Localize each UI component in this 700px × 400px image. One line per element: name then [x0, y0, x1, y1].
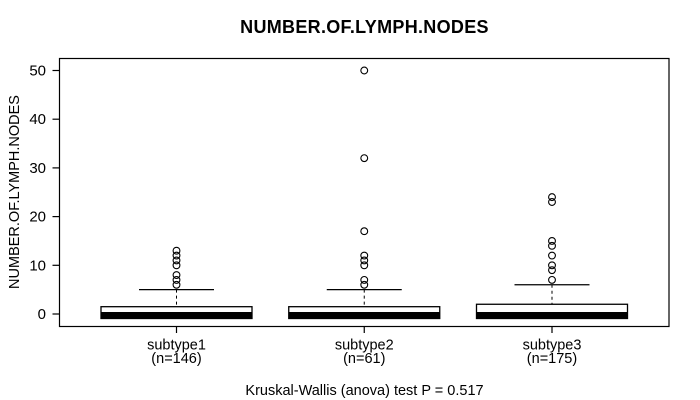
outlier-point [360, 275, 369, 284]
outlier-point [548, 237, 556, 245]
group-n-label: (n=61) [343, 351, 385, 367]
outlier-point [172, 280, 181, 289]
outlier-point [172, 261, 181, 270]
outlier-point [548, 193, 556, 202]
group-label: subtype2 [335, 338, 394, 354]
group-label: subtype3 [523, 338, 582, 354]
outlier-point [172, 271, 181, 279]
outlier-point [548, 266, 556, 275]
y-axis-tick-label: 50 [29, 63, 46, 80]
outlier-point [548, 275, 556, 284]
outlier-point [360, 154, 369, 163]
y-axis-tick-label: 40 [29, 111, 46, 128]
outlier-point [360, 261, 369, 270]
outlier-point [360, 256, 369, 265]
stat-test-caption: Kruskal-Wallis (anova) test P = 0.517 [245, 383, 484, 399]
outlier-point [172, 246, 181, 255]
group-label: subtype1 [147, 338, 206, 354]
outlier-point [548, 251, 556, 260]
y-axis-title: NUMBER.OF.LYMPH.NODES [7, 95, 23, 289]
outlier-point [548, 261, 556, 270]
group-n-label: (n=146) [151, 351, 201, 367]
y-axis-tick-label: 10 [29, 257, 46, 274]
median-bar [101, 312, 252, 319]
outlier-point [360, 280, 369, 289]
y-axis-tick-label: 20 [29, 209, 46, 226]
group-n-label: (n=175) [527, 351, 577, 367]
y-axis-tick-label: 30 [29, 160, 46, 177]
plot-frame [58, 57, 670, 328]
y-axis-tick-label: 0 [38, 306, 46, 323]
outlier-point [172, 256, 181, 265]
outlier-point [360, 66, 369, 75]
outlier-point [172, 275, 181, 284]
chart-title: NUMBER.OF.LYMPH.NODES [240, 17, 489, 37]
outlier-point [548, 241, 556, 250]
median-bar [288, 312, 440, 319]
median-bar [476, 312, 628, 319]
outlier-point [360, 251, 369, 260]
outlier-point [360, 227, 369, 236]
outlier-point [548, 198, 556, 206]
outlier-point [172, 251, 181, 260]
